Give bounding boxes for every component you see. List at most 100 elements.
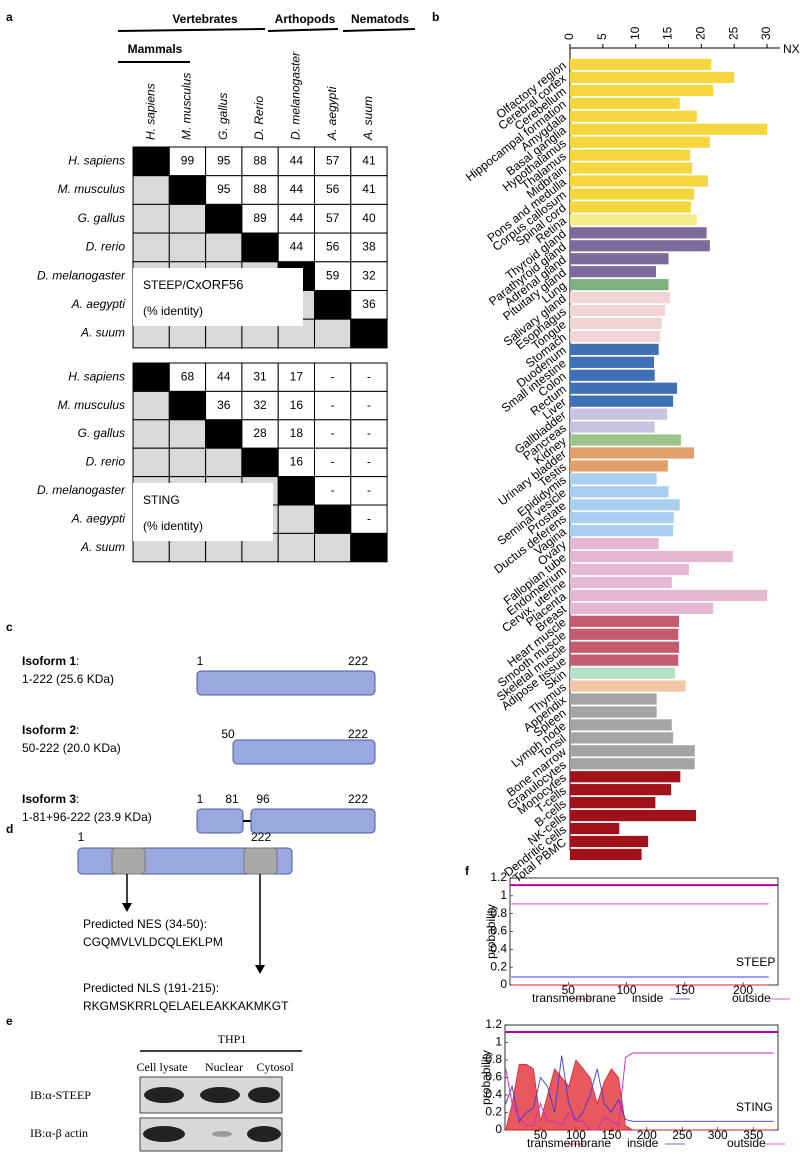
identity-value: 56	[326, 240, 340, 254]
x-tick-label: 200	[733, 983, 753, 997]
bar	[570, 71, 735, 84]
bar	[570, 356, 655, 368]
group-header: Nematods	[351, 12, 409, 26]
position-label: 50	[221, 727, 235, 741]
y-tick-label: 1.2	[485, 1017, 502, 1031]
bar	[570, 201, 691, 213]
position-label: 1	[197, 792, 204, 806]
bar	[570, 395, 674, 407]
isoform-name: Isoform 2:	[22, 723, 79, 737]
column-label: A. suum	[361, 96, 375, 141]
identity-value: -	[367, 455, 371, 469]
blot-band	[248, 1087, 280, 1103]
y-tick-label: 0	[500, 977, 507, 991]
row-label: A. suum	[80, 326, 125, 340]
isoform-bar	[232, 739, 376, 765]
matrix-cell	[277, 504, 316, 534]
panel-letter: a	[6, 10, 13, 24]
matrix-sublabel: (% identity)	[143, 304, 203, 318]
nls-sequence: RKGMSKRRLQELAELEAKKAKMKGT	[83, 999, 289, 1013]
row-label: D. melanogaster	[37, 483, 126, 497]
row-label: D. rerio	[86, 240, 126, 254]
identity-value: -	[367, 511, 371, 525]
blot-band	[200, 1087, 240, 1103]
bar	[570, 214, 697, 226]
bar	[570, 615, 680, 627]
position-label: 1	[197, 654, 204, 668]
identity-value: 44	[290, 240, 304, 254]
bar	[570, 771, 681, 783]
bar	[570, 227, 707, 239]
identity-value: 95	[217, 154, 231, 168]
x-tick-label: 100	[617, 983, 637, 997]
fraction-label: Cytosol	[256, 1060, 294, 1074]
y-tick-label: 1	[495, 1035, 502, 1049]
legend-label: transmembrane	[527, 1136, 611, 1150]
x-tick-label: 200	[637, 1128, 657, 1142]
matrix-cell	[168, 362, 207, 392]
bar	[570, 822, 620, 835]
column-label: G. gallus	[216, 93, 230, 140]
x-tick-label: 150	[601, 1128, 621, 1142]
y-axis-label: probability	[484, 904, 498, 959]
isoform-name: Isoform 3:	[22, 792, 79, 806]
matrix-cell	[277, 390, 316, 421]
row-label: A. suum	[80, 540, 125, 554]
identity-value: 36	[362, 297, 376, 311]
matrix-cell	[350, 447, 388, 478]
matrix-cell	[132, 232, 170, 263]
bar	[570, 719, 672, 731]
matrix-cell	[314, 175, 352, 205]
x-tick-label: 100	[566, 1128, 586, 1142]
isoform-bar	[196, 670, 376, 696]
position-label: 1	[78, 830, 85, 844]
isoform-colon: :	[76, 654, 79, 668]
blot-band	[143, 1126, 185, 1142]
blot-band	[212, 1131, 232, 1137]
nls-label: Predicted NLS (191-215):	[83, 981, 219, 995]
bar	[570, 434, 681, 446]
isoform-name: Isoform 1:	[22, 654, 79, 668]
y-tick-label: 0.6	[490, 924, 507, 938]
y-tick-label: 0.8	[490, 906, 507, 920]
column-label: D. Rerio	[252, 96, 266, 140]
matrix-cell	[314, 504, 352, 534]
y-tick-label: 1.2	[490, 870, 507, 884]
identity-value: -	[331, 455, 335, 469]
group-rule	[342, 28, 416, 32]
bar	[570, 550, 733, 563]
matrix-cell	[350, 290, 388, 320]
identity-value: 89	[253, 211, 267, 225]
x-tick-label: 25	[726, 26, 740, 40]
isoform-range: 50-222 (20.0 KDa)	[22, 741, 121, 755]
matrix-cell	[277, 175, 316, 205]
column-label: H. sapiens	[143, 83, 157, 140]
bar	[570, 291, 670, 304]
y-tick-label: 0.2	[485, 1105, 502, 1119]
identity-value: 28	[253, 426, 267, 440]
x-tick-label: 150	[675, 983, 695, 997]
position-label: 222	[348, 792, 368, 806]
legend-label: transmembrane	[532, 991, 616, 1005]
row-label: M. musculus	[58, 398, 125, 412]
matrix-cell	[132, 146, 170, 177]
blot-band	[247, 1126, 281, 1142]
row-label: H. sapiens	[68, 154, 125, 168]
x-tick-label: 250	[672, 1128, 692, 1142]
column-label: A. aegypti	[325, 86, 339, 141]
matrix-cell	[350, 146, 388, 177]
matrix-cell	[132, 447, 170, 478]
row-label: M. musculus	[58, 182, 125, 196]
matrix-cell	[350, 532, 388, 563]
identity-value: 59	[326, 268, 340, 282]
row-label: A. aegypti	[71, 511, 126, 525]
identity-value: -	[367, 398, 371, 412]
x-tick-label: 15	[661, 26, 675, 40]
arrow-head	[255, 965, 265, 974]
x-axis-label: NX	[783, 42, 800, 56]
identity-value: 44	[217, 369, 231, 383]
identity-value: 88	[253, 154, 267, 168]
identity-value: 57	[326, 211, 340, 225]
x-tick-label: 300	[708, 1128, 728, 1142]
row-label: D. melanogaster	[37, 268, 126, 282]
